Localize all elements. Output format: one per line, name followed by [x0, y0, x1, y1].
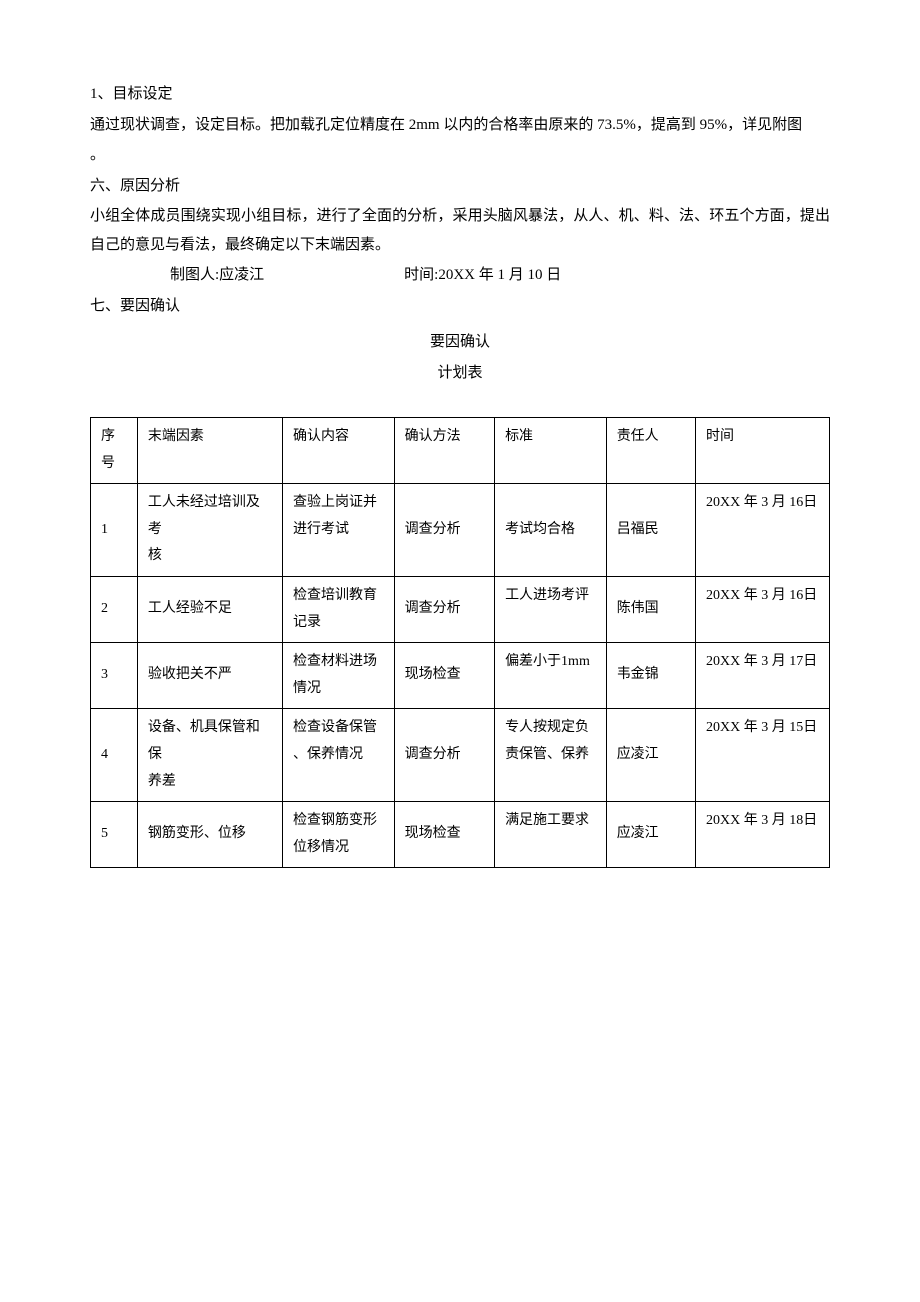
table-row: 3 验收把关不严 检查材料进场情况 现场检查 偏差小于1mm 韦金锦 20XX … [91, 643, 830, 709]
cell-time: 20XX 年 3 月 18日 [695, 802, 829, 868]
section-6-paragraph: 小组全体成员围绕实现小组目标，进行了全面的分析，采用头脑风暴法，从人、机、料、法… [90, 202, 830, 259]
table-row: 2 工人经验不足 检查培训教育记录 调查分析 工人进场考评 陈伟国 20XX 年… [91, 576, 830, 642]
section-6-heading: 六、原因分析 [90, 172, 830, 201]
cell-method: 调查分析 [394, 576, 494, 642]
cell-factor: 钢筋变形、位移 [137, 802, 282, 868]
table-subtitle: 计划表 [90, 359, 830, 388]
cell-person: 吕福民 [606, 484, 695, 577]
cell-method: 现场检查 [394, 643, 494, 709]
meta-line: 制图人:应凌江 时间:20XX 年 1 月 10 日 [90, 261, 830, 290]
cell-person: 应凌江 [606, 802, 695, 868]
cell-time: 20XX 年 3 月 16日 [695, 484, 829, 577]
header-content: 确认内容 [282, 418, 394, 484]
cell-content: 检查培训教育记录 [282, 576, 394, 642]
cell-person: 陈伟国 [606, 576, 695, 642]
section-1-paragraph: 通过现状调查，设定目标。把加载孔定位精度在 2mm 以内的合格率由原来的 73.… [90, 111, 830, 140]
cell-factor: 工人经验不足 [137, 576, 282, 642]
header-person: 责任人 [606, 418, 695, 484]
header-time: 时间 [695, 418, 829, 484]
cell-seq: 4 [91, 709, 138, 802]
factor-confirmation-table: 序号 末端因素 确认内容 确认方法 标准 责任人 时间 1 工人未经过培训及考核… [90, 417, 830, 868]
cell-method: 调查分析 [394, 484, 494, 577]
cell-factor: 验收把关不严 [137, 643, 282, 709]
header-seq: 序号 [91, 418, 138, 484]
cell-seq: 1 [91, 484, 138, 577]
table-row: 1 工人未经过培训及考核 查验上岗证并进行考试 调查分析 考试均合格 吕福民 2… [91, 484, 830, 577]
cell-seq: 3 [91, 643, 138, 709]
cell-factor: 设备、机具保管和保养差 [137, 709, 282, 802]
cell-standard: 考试均合格 [495, 484, 607, 577]
table-row: 4 设备、机具保管和保养差 检查设备保管、保养情况 调查分析 专人按规定负责保管… [91, 709, 830, 802]
chart-author: 制图人:应凌江 [170, 261, 264, 290]
chart-date: 时间:20XX 年 1 月 10 日 [404, 261, 561, 290]
cell-standard: 满足施工要求 [495, 802, 607, 868]
cell-content: 检查钢筋变形位移情况 [282, 802, 394, 868]
cell-factor: 工人未经过培训及考核 [137, 484, 282, 577]
cell-time: 20XX 年 3 月 15日 [695, 709, 829, 802]
cell-content: 检查材料进场情况 [282, 643, 394, 709]
cell-time: 20XX 年 3 月 16日 [695, 576, 829, 642]
cell-time: 20XX 年 3 月 17日 [695, 643, 829, 709]
header-factor: 末端因素 [137, 418, 282, 484]
table-title: 要因确认 [90, 328, 830, 357]
header-standard: 标准 [495, 418, 607, 484]
table-row: 5 钢筋变形、位移 检查钢筋变形位移情况 现场检查 满足施工要求 应凌江 20X… [91, 802, 830, 868]
cell-content: 检查设备保管、保养情况 [282, 709, 394, 802]
cell-seq: 2 [91, 576, 138, 642]
cell-standard: 工人进场考评 [495, 576, 607, 642]
cell-method: 调查分析 [394, 709, 494, 802]
cell-content: 查验上岗证并进行考试 [282, 484, 394, 577]
cell-person: 应凌江 [606, 709, 695, 802]
cell-method: 现场检查 [394, 802, 494, 868]
cell-seq: 5 [91, 802, 138, 868]
cell-standard: 偏差小于1mm [495, 643, 607, 709]
cell-person: 韦金锦 [606, 643, 695, 709]
table-header-row: 序号 末端因素 确认内容 确认方法 标准 责任人 时间 [91, 418, 830, 484]
section-1-heading: 1、目标设定 [90, 80, 830, 109]
cell-standard: 专人按规定负责保管、保养 [495, 709, 607, 802]
section-7-heading: 七、要因确认 [90, 292, 830, 321]
header-method: 确认方法 [394, 418, 494, 484]
section-1-dot: 。 [90, 141, 830, 170]
